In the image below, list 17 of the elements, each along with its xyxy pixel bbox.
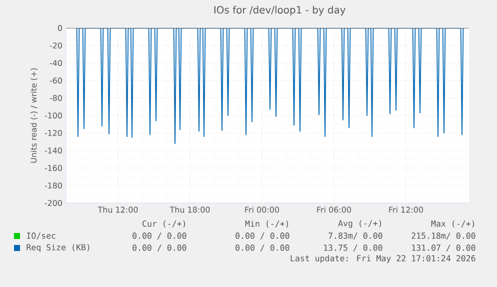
text: 13.75 / 0.00	[324, 244, 382, 252]
text: Last update: Fri May 22 17:01:24 2026	[290, 255, 476, 263]
chart-title: IOs for /dev/loop1 - by day	[214, 6, 346, 16]
text: 0.00 / 0.00	[236, 232, 290, 240]
legend-label: IO/sec	[27, 232, 56, 240]
line-series	[76, 28, 464, 144]
legend-label: Req Size (KB)	[26, 244, 90, 252]
text: Avg (-/+)	[338, 220, 382, 228]
text: Max (-/+)	[431, 220, 474, 228]
text: 0.00 / 0.00	[132, 244, 186, 252]
text: 131.07 / 0.00	[412, 244, 476, 252]
text: Min (-/+)	[245, 220, 288, 228]
text: 7.83m/ 0.00	[328, 232, 382, 240]
text: Cur (-/+)	[142, 220, 186, 228]
text: 215.18m/ 0.00	[412, 232, 476, 240]
text: 0.00 / 0.00	[236, 244, 290, 252]
text: 0.00 / 0.00	[132, 232, 186, 240]
